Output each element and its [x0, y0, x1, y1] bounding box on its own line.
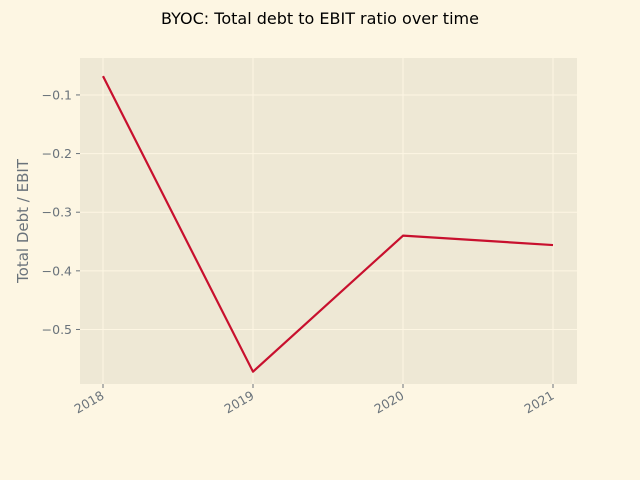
y-tick-label: −0.4: [42, 263, 72, 278]
grid: [80, 58, 577, 384]
y-tick-label: −0.3: [42, 205, 72, 220]
series-line: [102, 75, 554, 373]
plot-area: [80, 58, 577, 384]
series-lines: [102, 75, 554, 373]
y-tick-label: −0.5: [42, 322, 72, 337]
chart-title: BYOC: Total debt to EBIT ratio over time: [161, 9, 479, 28]
y-tick-label: −0.2: [42, 146, 72, 161]
y-axis-label: Total Debt / EBIT: [14, 158, 32, 284]
y-tick-label: −0.1: [42, 87, 72, 102]
